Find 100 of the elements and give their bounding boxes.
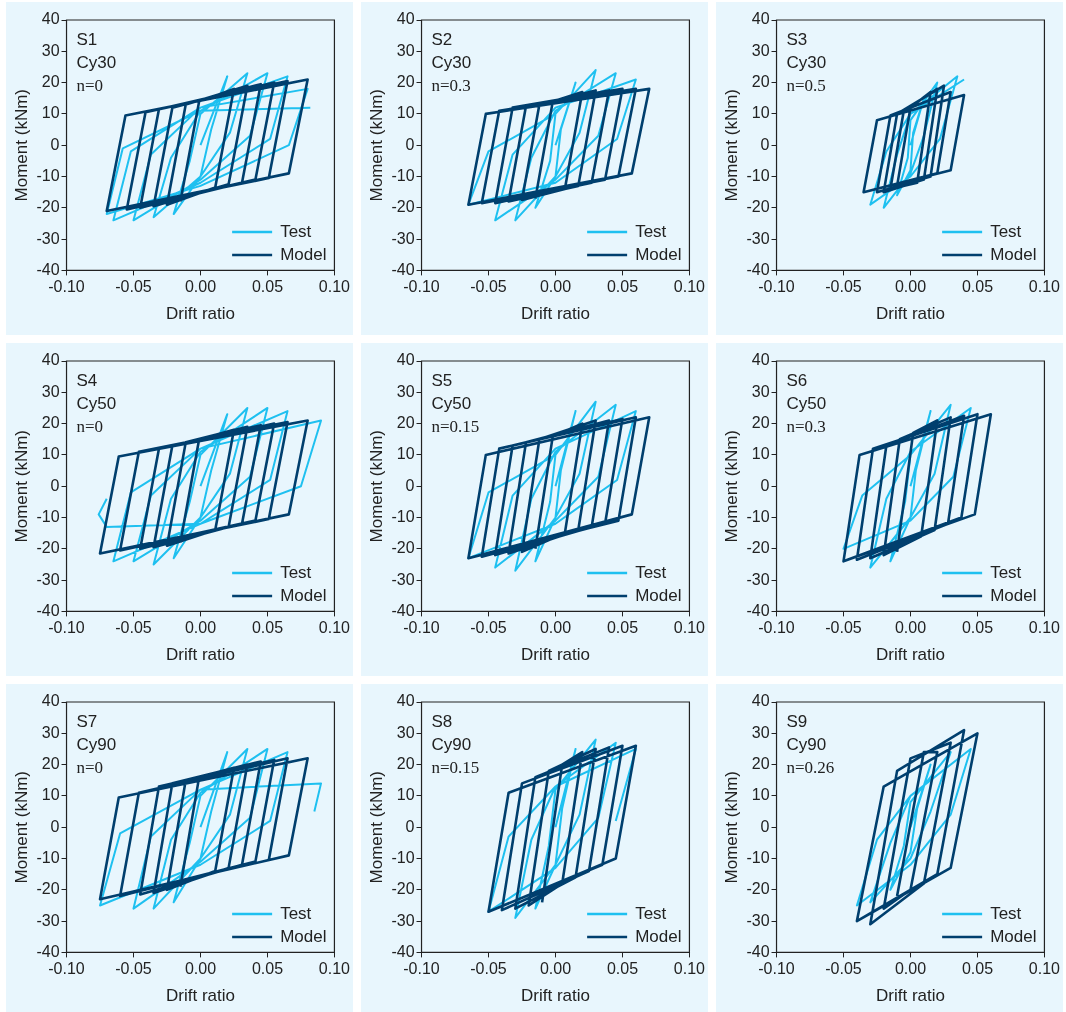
x-tick-label: 0.00: [184, 278, 217, 296]
y-tick-label: 40: [41, 692, 60, 710]
legend-label: Test: [990, 903, 1022, 923]
y-tick-label: 40: [41, 351, 60, 369]
annotation: Cy30: [786, 53, 827, 73]
legend-label: Model: [635, 926, 682, 946]
y-tick-label: 30: [396, 723, 415, 741]
x-tick-label: 0.05: [961, 619, 994, 637]
y-tick-label: 20: [41, 755, 60, 773]
x-tick-label: -0.10: [403, 278, 440, 296]
y-tick-label: 20: [751, 414, 770, 432]
y-tick-label: -30: [746, 570, 770, 588]
y-tick-label: 10: [751, 786, 770, 804]
annotation: S7: [76, 712, 98, 732]
x-tick-label: 0.00: [894, 619, 927, 637]
x-tick-label: -0.05: [115, 619, 152, 637]
legend-label: Model: [635, 244, 682, 264]
y-tick-label: -40: [746, 601, 770, 619]
y-tick-label: -30: [746, 911, 770, 929]
x-tick-label: 0.05: [251, 619, 284, 637]
y-tick-label: -10: [36, 166, 60, 184]
y-axis-title: Moment (kNm): [366, 771, 386, 884]
x-tick-label: -0.05: [470, 960, 507, 978]
x-tick-label: -0.10: [403, 960, 440, 978]
y-tick-label: -20: [36, 539, 60, 557]
annotation: n=0.15: [431, 757, 480, 777]
x-tick-label: 0.10: [318, 278, 351, 296]
y-axis-title: Moment (kNm): [11, 771, 31, 884]
x-tick-label: 0.00: [539, 278, 572, 296]
y-axis-title: Moment (kNm): [721, 89, 741, 202]
annotation: Cy50: [431, 394, 472, 414]
y-tick-label: -10: [746, 166, 770, 184]
y-tick-label: 30: [41, 723, 60, 741]
x-tick-label: 0.10: [1028, 278, 1061, 296]
y-tick-label: 10: [41, 445, 60, 463]
y-axis-title: Moment (kNm): [721, 771, 741, 884]
y-tick-label: 20: [396, 755, 415, 773]
y-tick-label: 0: [760, 476, 770, 494]
annotation: S6: [786, 371, 808, 391]
legend-label: Test: [990, 221, 1022, 241]
y-tick-label: -40: [36, 260, 60, 278]
y-tick-label: 30: [41, 41, 60, 59]
y-tick-label: 40: [751, 692, 770, 710]
x-tick-label: -0.05: [825, 619, 862, 637]
y-tick-label: -10: [746, 848, 770, 866]
y-tick-label: 10: [751, 445, 770, 463]
y-tick-label: 10: [396, 104, 415, 122]
x-tick-label: -0.05: [115, 278, 152, 296]
y-tick-label: 40: [751, 10, 770, 28]
x-tick-label: 0.10: [673, 619, 706, 637]
x-tick-label: -0.10: [48, 278, 85, 296]
annotation: n=0.15: [431, 416, 480, 436]
y-tick-label: 40: [396, 692, 415, 710]
y-tick-label: -30: [36, 911, 60, 929]
y-tick-label: 40: [41, 10, 60, 28]
x-tick-label: 0.10: [673, 278, 706, 296]
x-tick-label: -0.10: [48, 619, 85, 637]
y-tick-label: 20: [41, 414, 60, 432]
x-tick-label: 0.00: [539, 619, 572, 637]
annotation: S2: [431, 30, 453, 50]
x-tick-label: -0.05: [825, 960, 862, 978]
annotation: n=0.3: [786, 416, 826, 436]
annotation: n=0.26: [786, 757, 835, 777]
x-tick-label: -0.05: [470, 278, 507, 296]
x-tick-label: 0.05: [961, 278, 994, 296]
x-tick-label: -0.05: [115, 960, 152, 978]
y-tick-label: -20: [746, 198, 770, 216]
x-axis-title: Drift ratio: [875, 645, 945, 665]
y-tick-label: -20: [36, 198, 60, 216]
annotation: n=0.3: [431, 75, 471, 95]
y-tick-label: -30: [746, 229, 770, 247]
x-tick-label: 0.05: [606, 960, 639, 978]
legend-label: Test: [280, 221, 312, 241]
y-tick-label: -10: [36, 848, 60, 866]
y-tick-label: -10: [391, 848, 415, 866]
annotation: S5: [431, 371, 453, 391]
y-tick-label: -10: [391, 166, 415, 184]
y-tick-label: 40: [396, 351, 415, 369]
y-tick-label: -40: [391, 260, 415, 278]
y-tick-label: -40: [36, 942, 60, 960]
annotation: n=0: [76, 416, 104, 436]
y-tick-label: 0: [50, 476, 60, 494]
y-tick-label: 10: [41, 104, 60, 122]
y-tick-label: 10: [751, 104, 770, 122]
y-tick-label: 20: [751, 755, 770, 773]
y-tick-label: 0: [405, 476, 415, 494]
y-tick-label: -40: [746, 942, 770, 960]
y-tick-label: -30: [391, 911, 415, 929]
x-tick-label: -0.10: [758, 619, 795, 637]
x-tick-label: 0.05: [251, 960, 284, 978]
y-tick-label: 10: [396, 786, 415, 804]
annotation: S8: [431, 712, 453, 732]
x-tick-label: -0.10: [403, 619, 440, 637]
annotation: S1: [76, 30, 98, 50]
legend-label: Model: [280, 244, 327, 264]
legend-label: Model: [635, 585, 682, 605]
legend-label: Test: [280, 562, 312, 582]
legend-label: Test: [635, 562, 667, 582]
x-axis-title: Drift ratio: [875, 986, 945, 1006]
annotation: n=0: [76, 757, 104, 777]
